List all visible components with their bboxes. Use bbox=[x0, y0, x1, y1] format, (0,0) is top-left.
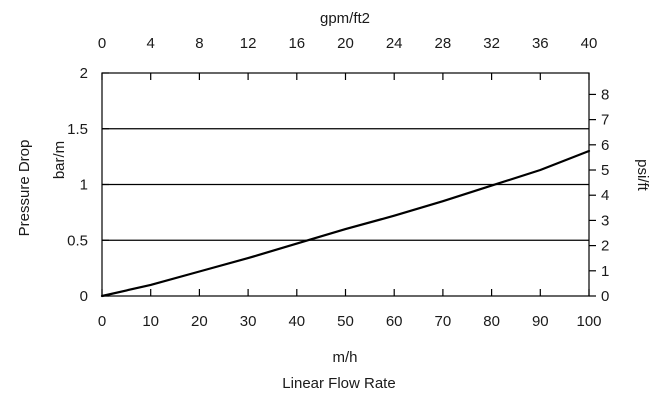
x-top-tick-label-4: 16 bbox=[288, 35, 305, 52]
axis-ticks bbox=[101, 72, 596, 297]
y-tick-label-1: 0.5 bbox=[67, 232, 88, 249]
y-right-tick-label-4: 4 bbox=[601, 187, 609, 204]
x-tick-label-2: 20 bbox=[191, 313, 208, 330]
y-right-tick-label-7: 7 bbox=[601, 112, 609, 129]
x-tick-label-0: 0 bbox=[98, 313, 106, 330]
x-top-tick-label-6: 24 bbox=[386, 35, 403, 52]
x-top-tick-label-1: 4 bbox=[147, 35, 155, 52]
x-top-tick-label-0: 0 bbox=[98, 35, 106, 52]
y-tick-label-0: 0 bbox=[80, 288, 88, 305]
x-top-tick-label-10: 40 bbox=[581, 35, 598, 52]
y-right-tick-label-0: 0 bbox=[601, 288, 609, 305]
x-top-tick-label-2: 8 bbox=[195, 35, 203, 52]
x-tick-label-9: 90 bbox=[532, 313, 549, 330]
bottom-axis-title: m/h bbox=[332, 349, 357, 366]
y-right-tick-label-5: 5 bbox=[601, 162, 609, 179]
x-tick-label-6: 60 bbox=[386, 313, 403, 330]
y-right-tick-label-1: 1 bbox=[601, 263, 609, 280]
x-tick-label-8: 80 bbox=[483, 313, 500, 330]
y-tick-label-2: 1 bbox=[80, 177, 88, 194]
y-right-tick-label-2: 2 bbox=[601, 238, 609, 255]
x-tick-label-1: 10 bbox=[142, 313, 159, 330]
x-tick-label-3: 30 bbox=[240, 313, 257, 330]
y-right-tick-label-3: 3 bbox=[601, 212, 609, 229]
x-tick-label-5: 50 bbox=[337, 313, 354, 330]
y-tick-label-3: 1.5 bbox=[67, 121, 88, 138]
y-tick-label-4: 2 bbox=[80, 65, 88, 82]
grid-lines bbox=[102, 128, 589, 241]
series-layer bbox=[100, 149, 591, 298]
bottom-axis-caption: Linear Flow Rate bbox=[282, 375, 395, 392]
x-top-tick-label-5: 20 bbox=[337, 35, 354, 52]
x-tick-label-7: 70 bbox=[435, 313, 452, 330]
x-top-tick-label-8: 32 bbox=[483, 35, 500, 52]
series-line-0 bbox=[100, 149, 591, 298]
right-axis-title: psi/ft bbox=[634, 159, 651, 192]
x-top-tick-label-9: 36 bbox=[532, 35, 549, 52]
x-tick-label-4: 40 bbox=[288, 313, 305, 330]
top-axis-title: gpm/ft2 bbox=[320, 10, 370, 27]
y-right-tick-label-6: 6 bbox=[601, 137, 609, 154]
x-top-tick-label-3: 12 bbox=[240, 35, 257, 52]
left-axis-title: Pressure Drop bbox=[16, 140, 33, 237]
left-axis-unit: bar/m bbox=[51, 141, 68, 179]
x-top-tick-label-7: 28 bbox=[435, 35, 452, 52]
x-tick-label-10: 100 bbox=[576, 313, 601, 330]
y-right-tick-label-8: 8 bbox=[601, 86, 609, 103]
